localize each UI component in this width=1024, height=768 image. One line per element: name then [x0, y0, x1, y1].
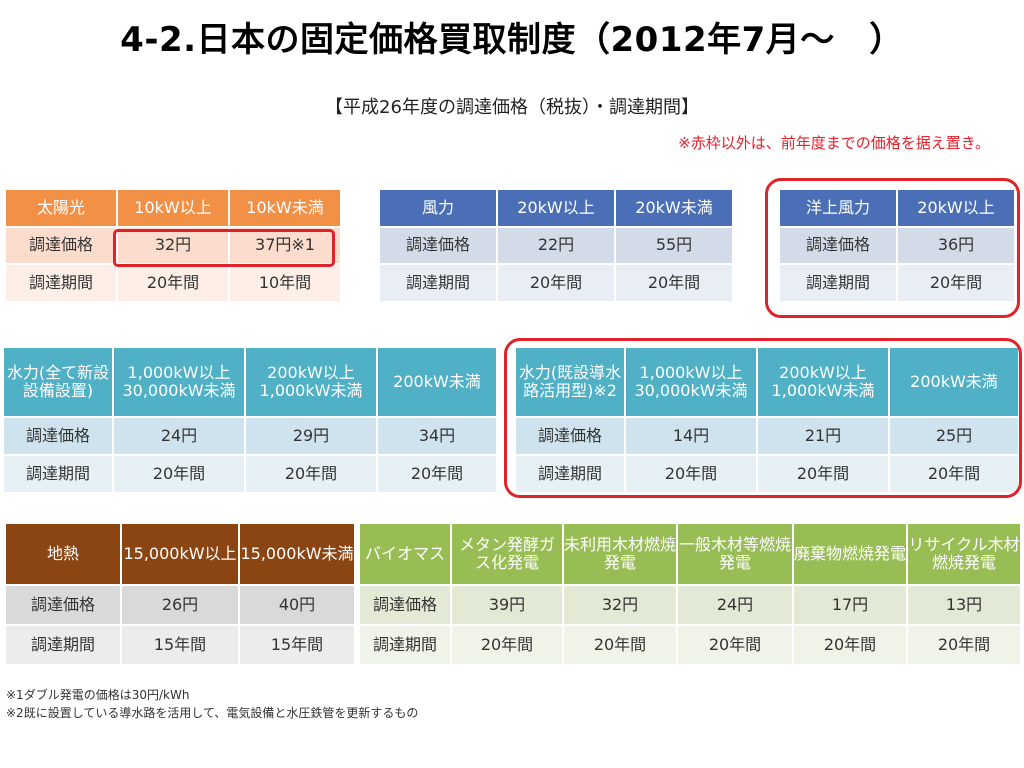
- hydro-new-header-200kw-1000kw: 200kW以上1,000kW未満: [244, 346, 378, 418]
- hydro-new-period-200kw-under: 20年間: [376, 454, 498, 494]
- offshore-wind-highlight: [765, 178, 1020, 318]
- solar-header-10kw-over: 10kW以上: [116, 188, 230, 228]
- solar-header-category: 太陽光: [4, 188, 118, 228]
- offshore-header-category: 洋上風力: [778, 188, 898, 228]
- geothermal-row-label-price: 調達価格: [4, 584, 122, 626]
- hydro-existing-header-1000kw-30000kw: 1,000kW以上30,000kW未満: [624, 346, 758, 418]
- hydro-existing-row-label-price: 調達価格: [514, 416, 626, 456]
- biomass-price-recycled-wood: 13円: [906, 584, 1022, 626]
- solar-price-10kw-over: 32円: [116, 226, 230, 265]
- offshore-row-label-period: 調達期間: [778, 263, 898, 303]
- hydro-new-table: 水力(全て新設設備設置) 1,000kW以上30,000kW未満 200kW以上…: [2, 346, 498, 494]
- hydro-existing-price-1000kw-30000kw: 14円: [624, 416, 758, 456]
- wind-period-20kw-under: 20年間: [614, 263, 734, 303]
- hydro-new-price-200kw-1000kw: 29円: [244, 416, 378, 456]
- solar-row-label-price: 調達価格: [4, 226, 118, 265]
- wind-header-20kw-over: 20kW以上: [496, 188, 616, 228]
- hydro-new-header-200kw-under: 200kW未満: [376, 346, 498, 418]
- geothermal-price-15000kw-under: 40円: [238, 584, 356, 626]
- geothermal-row-label-period: 調達期間: [4, 624, 122, 666]
- biomass-header-methane: メタン発酵ガス化発電: [450, 522, 564, 586]
- hydro-new-header-1000kw-30000kw: 1,000kW以上30,000kW未満: [112, 346, 246, 418]
- biomass-period-waste: 20年間: [792, 624, 908, 666]
- geothermal-header-category: 地熱: [4, 522, 122, 586]
- biomass-table: バイオマス メタン発酵ガス化発電 未利用木材燃焼発電 一般木材等燃焼発電 廃棄物…: [358, 522, 1022, 666]
- hydro-existing-period-200kw-1000kw: 20年間: [756, 454, 890, 494]
- biomass-period-general-wood: 20年間: [676, 624, 794, 666]
- hydro-existing-period-1000kw-30000kw: 20年間: [624, 454, 758, 494]
- wind-table: 風力 20kW以上 20kW未満 調達価格 22円 55円 調達期間 20年間 …: [378, 188, 734, 303]
- hydro-existing-period-200kw-under: 20年間: [888, 454, 1020, 494]
- hydro-existing-row-label-period: 調達期間: [514, 454, 626, 494]
- hydro-new-row-label-period: 調達期間: [2, 454, 114, 494]
- offshore-wind-table: 洋上風力 20kW以上 調達価格 36円 調達期間 20年間: [778, 188, 1016, 303]
- wind-price-20kw-over: 22円: [496, 226, 616, 265]
- hydro-new-row-label-price: 調達価格: [2, 416, 114, 456]
- geothermal-period-15000kw-over: 15年間: [120, 624, 240, 666]
- geothermal-period-15000kw-under: 15年間: [238, 624, 356, 666]
- solar-price-10kw-under: 37円※1: [228, 226, 342, 265]
- biomass-price-general-wood: 24円: [676, 584, 794, 626]
- offshore-period-20kw-over: 20年間: [896, 263, 1016, 303]
- biomass-row-label-price: 調達価格: [358, 584, 452, 626]
- geothermal-header-15000kw-under: 15,000kW未満: [238, 522, 356, 586]
- biomass-header-waste: 廃棄物燃焼発電: [792, 522, 908, 586]
- wind-price-20kw-under: 55円: [614, 226, 734, 265]
- wind-header-20kw-under: 20kW未満: [614, 188, 734, 228]
- hydro-new-period-1000kw-30000kw: 20年間: [112, 454, 246, 494]
- offshore-price-20kw-over: 36円: [896, 226, 1016, 265]
- biomass-period-methane: 20年間: [450, 624, 564, 666]
- hydro-new-period-200kw-1000kw: 20年間: [244, 454, 378, 494]
- biomass-price-methane: 39円: [450, 584, 564, 626]
- hydro-existing-price-200kw-1000kw: 21円: [756, 416, 890, 456]
- footnote-1: ※1ダブル発電の価格は30円/kWh: [6, 688, 190, 702]
- geothermal-table: 地熱 15,000kW以上 15,000kW未満 調達価格 26円 40円 調達…: [4, 522, 356, 666]
- biomass-header-general-wood: 一般木材等燃焼発電: [676, 522, 794, 586]
- geothermal-header-15000kw-over: 15,000kW以上: [120, 522, 240, 586]
- solar-table: 太陽光 10kW以上 10kW未満 調達価格 32円 37円※1 調達期間 20…: [4, 188, 342, 303]
- biomass-header-recycled-wood: リサイクル木材燃焼発電: [906, 522, 1022, 586]
- offshore-header-20kw-over: 20kW以上: [896, 188, 1016, 228]
- biomass-price-unused-wood: 32円: [562, 584, 678, 626]
- biomass-header-category: バイオマス: [358, 522, 452, 586]
- geothermal-price-15000kw-over: 26円: [120, 584, 240, 626]
- solar-period-10kw-under: 10年間: [228, 263, 342, 303]
- solar-header-10kw-under: 10kW未満: [228, 188, 342, 228]
- hydro-existing-price-200kw-under: 25円: [888, 416, 1020, 456]
- wind-header-category: 風力: [378, 188, 498, 228]
- biomass-row-label-period: 調達期間: [358, 624, 452, 666]
- hydro-existing-header-200kw-1000kw: 200kW以上1,000kW未満: [756, 346, 890, 418]
- hydro-existing-highlight: [504, 338, 1022, 498]
- price-change-note: ※赤枠以外は、前年度までの価格を据え置き。: [678, 134, 990, 152]
- slide-title: 4-2.日本の固定価格買取制度（2012年7月～ ）: [120, 20, 904, 60]
- hydro-existing-header-200kw-under: 200kW未満: [888, 346, 1020, 418]
- hydro-new-price-1000kw-30000kw: 24円: [112, 416, 246, 456]
- biomass-header-unused-wood: 未利用木材燃焼発電: [562, 522, 678, 586]
- hydro-new-header-category: 水力(全て新設設備設置): [2, 346, 114, 418]
- solar-row-label-period: 調達期間: [4, 263, 118, 303]
- wind-row-label-price: 調達価格: [378, 226, 498, 265]
- solar-price-highlight: [113, 229, 335, 267]
- hydro-existing-table: 水力(既設導水路活用型)※2 1,000kW以上30,000kW未満 200kW…: [514, 346, 1020, 494]
- biomass-period-recycled-wood: 20年間: [906, 624, 1022, 666]
- solar-period-10kw-over: 20年間: [116, 263, 230, 303]
- biomass-period-unused-wood: 20年間: [562, 624, 678, 666]
- footnotes: ※1ダブル発電の価格は30円/kWh ※2既に設置している導水路を活用して、電気…: [6, 686, 418, 722]
- hydro-existing-header-category: 水力(既設導水路活用型)※2: [514, 346, 626, 418]
- hydro-new-price-200kw-under: 34円: [376, 416, 498, 456]
- table-caption: 【平成26年度の調達価格（税抜）・調達期間】: [325, 97, 699, 118]
- biomass-price-waste: 17円: [792, 584, 908, 626]
- wind-period-20kw-over: 20年間: [496, 263, 616, 303]
- footnote-2: ※2既に設置している導水路を活用して、電気設備と水圧鉄管を更新するもの: [6, 706, 419, 720]
- wind-row-label-period: 調達期間: [378, 263, 498, 303]
- offshore-row-label-price: 調達価格: [778, 226, 898, 265]
